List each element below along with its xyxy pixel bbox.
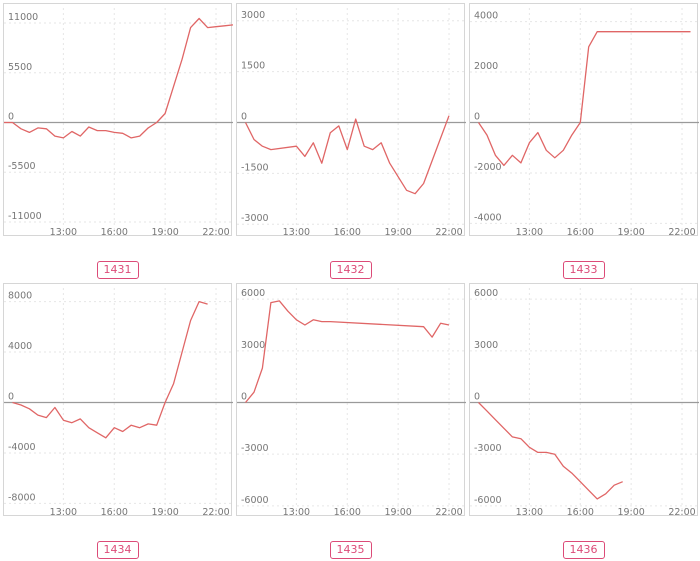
series-line [478,402,623,500]
x-tick-label: 13:00 [283,507,310,517]
x-tick-label: 16:00 [101,227,128,237]
y-tick-label: 0 [474,392,480,403]
y-tick-label: -1500 [241,162,269,173]
y-tick-label: -11000 [8,211,42,222]
x-tick-label: 22:00 [435,507,462,517]
y-tick-label: 6000 [241,288,265,299]
chart-label-badge[interactable]: 1436 [562,541,605,559]
x-tick-label: 19:00 [617,227,644,237]
y-tick-label: 3000 [474,340,498,351]
y-tick-label: -5500 [8,161,36,172]
x-tick-label: 16:00 [567,507,594,517]
x-tick-label: 22:00 [668,227,695,237]
x-tick-label: 16:00 [101,507,128,517]
y-tick-label: -3000 [241,443,269,454]
y-tick-label: 2000 [474,61,498,72]
y-tick-label: 4000 [8,341,32,352]
line-chart-1431: 11000 5500 0 -5500 -11000 13:00 16:00 19:00 22:0… [4,8,233,237]
series-line [4,17,233,139]
x-tick-label: 22:00 [435,227,462,237]
y-tick-label: 6000 [474,288,498,299]
y-tick-label: -3000 [241,213,269,224]
line-chart-1433: 4000 2000 0 -2000 -4000 13:00 16:00 19:00 22:00 [470,8,699,237]
chart-panel-1436: 6000 3000 0 -3000 -6000 13:00 16:00 19:00 22:00 [469,283,699,517]
line-chart-1436: 6000 3000 0 -3000 -6000 13:00 16:00 19:00 22:00 [470,288,699,517]
series-line [244,300,450,403]
y-tick-label: 4000 [474,11,498,22]
y-tick-label: -8000 [8,492,36,503]
y-tick-label: -3000 [474,443,502,454]
y-tick-label: 3000 [241,340,265,351]
chart-label-badge[interactable]: 1432 [329,261,372,279]
y-tick-label: 3000 [241,10,265,21]
y-tick-label: 0 [474,112,480,123]
chart-label-badge[interactable]: 1435 [329,541,372,559]
line-chart-1435: 6000 3000 0 -3000 -6000 13:00 16:00 19:00 22:00 [237,288,466,517]
y-tick-label: 0 [241,112,247,123]
y-tick-label: 11000 [8,12,38,23]
x-tick-label: 22:00 [668,507,695,517]
x-tick-label: 13:00 [516,507,543,517]
chart-panel-1434: 8000 4000 0 -4000 -8000 13:00 16:00 19:00 22:00 [3,283,233,517]
y-tick-label: -4000 [8,442,36,453]
chart-panel-1433: 4000 2000 0 -2000 -4000 13:00 16:00 19:00 22:00 [469,3,699,237]
chart-panel-1435: 6000 3000 0 -3000 -6000 13:00 16:00 19:00 22:00 [236,283,466,517]
y-tick-label: 0 [241,392,247,403]
y-tick-label: 8000 [8,291,32,302]
chart-label-badge[interactable]: 1433 [562,261,605,279]
x-tick-label: 13:00 [283,227,310,237]
chart-panel-1432: 3000 1500 0 -1500 -3000 13:00 16:00 19:00 22:00 [236,3,466,237]
y-tick-label: 1500 [241,61,265,72]
x-tick-label: 19:00 [617,507,644,517]
y-tick-label: 5500 [8,62,32,73]
x-tick-label: 19:00 [151,227,178,237]
x-tick-label: 13:00 [50,227,77,237]
y-tick-label: -2000 [474,162,502,173]
x-tick-label: 13:00 [50,507,77,517]
x-tick-label: 19:00 [384,507,411,517]
y-tick-label: -4000 [474,212,502,223]
x-tick-label: 16:00 [334,227,361,237]
chart-label-badge[interactable]: 1431 [96,261,139,279]
x-tick-label: 22:00 [202,227,229,237]
series-line [12,300,208,439]
y-tick-label: -6000 [241,495,269,506]
chart-panel-1431: 11000 5500 0 -5500 -11000 13:00 16:00 19:00 22:0… [3,3,233,237]
x-tick-label: 19:00 [384,227,411,237]
y-tick-label: 0 [8,392,14,403]
chart-label-badge[interactable]: 1434 [96,541,139,559]
y-tick-label: 0 [8,112,14,123]
x-tick-label: 19:00 [151,507,178,517]
x-tick-label: 16:00 [567,227,594,237]
y-tick-label: -6000 [474,495,502,506]
series-line [477,31,691,167]
line-chart-1432: 3000 1500 0 -1500 -3000 13:00 16:00 19:00 22:00 [237,8,466,237]
x-tick-label: 22:00 [202,507,229,517]
series-line [244,115,450,195]
line-chart-1434: 8000 4000 0 -4000 -8000 13:00 16:00 19:00 22:00 [4,288,233,517]
x-tick-label: 16:00 [334,507,361,517]
x-tick-label: 13:00 [516,227,543,237]
